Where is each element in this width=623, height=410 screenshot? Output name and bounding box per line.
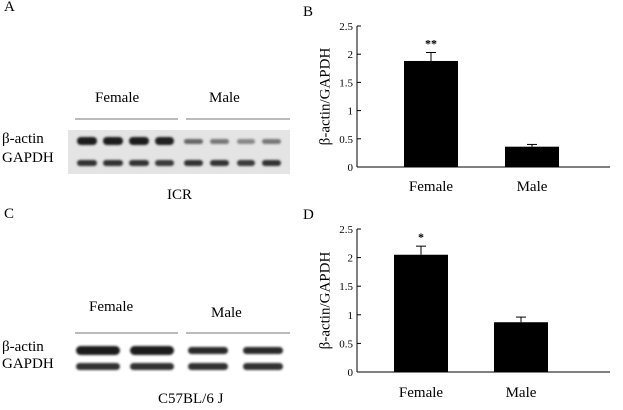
category-label: Male — [506, 385, 537, 401]
bar-male — [505, 146, 559, 167]
y-tick-label: 2 — [348, 49, 354, 61]
panel-a-strain-label: ICR — [167, 187, 193, 203]
blot-a-actin-band — [155, 137, 174, 145]
y-tick-label: 2.5 — [339, 21, 353, 33]
panel-a-gapdh-label: GAPDH — [2, 150, 54, 166]
panel-b-letter: B — [303, 4, 313, 20]
blot-a-gapdh-band — [262, 160, 281, 166]
y-tick-label: 2.5 — [339, 224, 353, 236]
category-label: Male — [517, 179, 548, 195]
bar-female — [404, 60, 458, 167]
blot-a-actin-band — [184, 139, 203, 144]
y-tick-label: 1.5 — [339, 77, 353, 89]
blot-a-actin-band — [210, 139, 229, 144]
significance-marker: ** — [425, 37, 437, 51]
panel-c-female-label: Female — [89, 299, 134, 315]
blot-c — [75, 332, 290, 370]
category-label: Female — [409, 179, 453, 195]
y-tick-label: 0 — [348, 367, 354, 379]
y-tick-label: 2 — [348, 253, 354, 265]
panel-a-female-label: Female — [95, 90, 140, 106]
blot-a-actin-band — [77, 137, 97, 145]
panel-d-letter: D — [303, 207, 314, 223]
y-tick-label: 1 — [348, 310, 354, 322]
significance-marker: * — [418, 230, 424, 244]
blot-a-gapdh-band — [103, 160, 123, 166]
blot-a-actin-band — [262, 139, 281, 144]
blot-a-membrane — [68, 130, 290, 174]
blot-a-actin-band — [103, 137, 123, 145]
panel-c-gapdh-label: GAPDH — [2, 356, 54, 372]
y-axis-label: β-actin/GAPDH — [317, 48, 333, 146]
panel-c-letter: C — [4, 206, 15, 222]
blot-c-actin-band — [76, 346, 120, 355]
panel-a-letter: A — [4, 0, 15, 15]
y-tick-label: 1 — [348, 106, 354, 118]
blot-a-gapdh-band — [237, 160, 255, 166]
blot-c-actin-band — [130, 346, 174, 355]
panel-a-male-label: Male — [209, 90, 240, 106]
y-tick-label: 1.5 — [339, 281, 353, 293]
y-tick-label: 0.5 — [339, 134, 353, 146]
blot-a-gapdh-band — [129, 160, 149, 166]
y-tick-label: 0.5 — [339, 338, 353, 350]
blot-c-actin-band — [188, 347, 228, 354]
panel-c-beta-actin-label: β-actin — [2, 339, 44, 355]
y-tick-label: 0 — [348, 162, 354, 174]
blot-a-gapdh-band — [155, 160, 174, 166]
blot-a-gapdh-band — [184, 160, 203, 166]
blot-a-gapdh-band — [77, 160, 97, 166]
blot-c-actin-band — [243, 347, 283, 354]
blot-a-gapdh-band — [210, 160, 229, 166]
blot-a — [68, 118, 290, 174]
blot-c-gapdh-band — [243, 363, 283, 370]
y-axis-label: β-actin/GAPDH — [317, 252, 333, 350]
blot-c-gapdh-band — [130, 363, 174, 370]
blot-a-actin-band — [237, 139, 255, 144]
panel-a-beta-actin-label: β-actin — [2, 131, 44, 147]
blot-c-gapdh-band — [188, 363, 228, 370]
panel-c-strain-label: C57BL/6 J — [158, 391, 224, 407]
blot-a-actin-band — [129, 137, 149, 145]
blot-c-gapdh-band — [76, 363, 120, 370]
category-label: Female — [399, 385, 443, 401]
bar-male — [494, 322, 548, 372]
panel-c-male-label: Male — [211, 305, 242, 321]
bar-female — [394, 254, 448, 372]
